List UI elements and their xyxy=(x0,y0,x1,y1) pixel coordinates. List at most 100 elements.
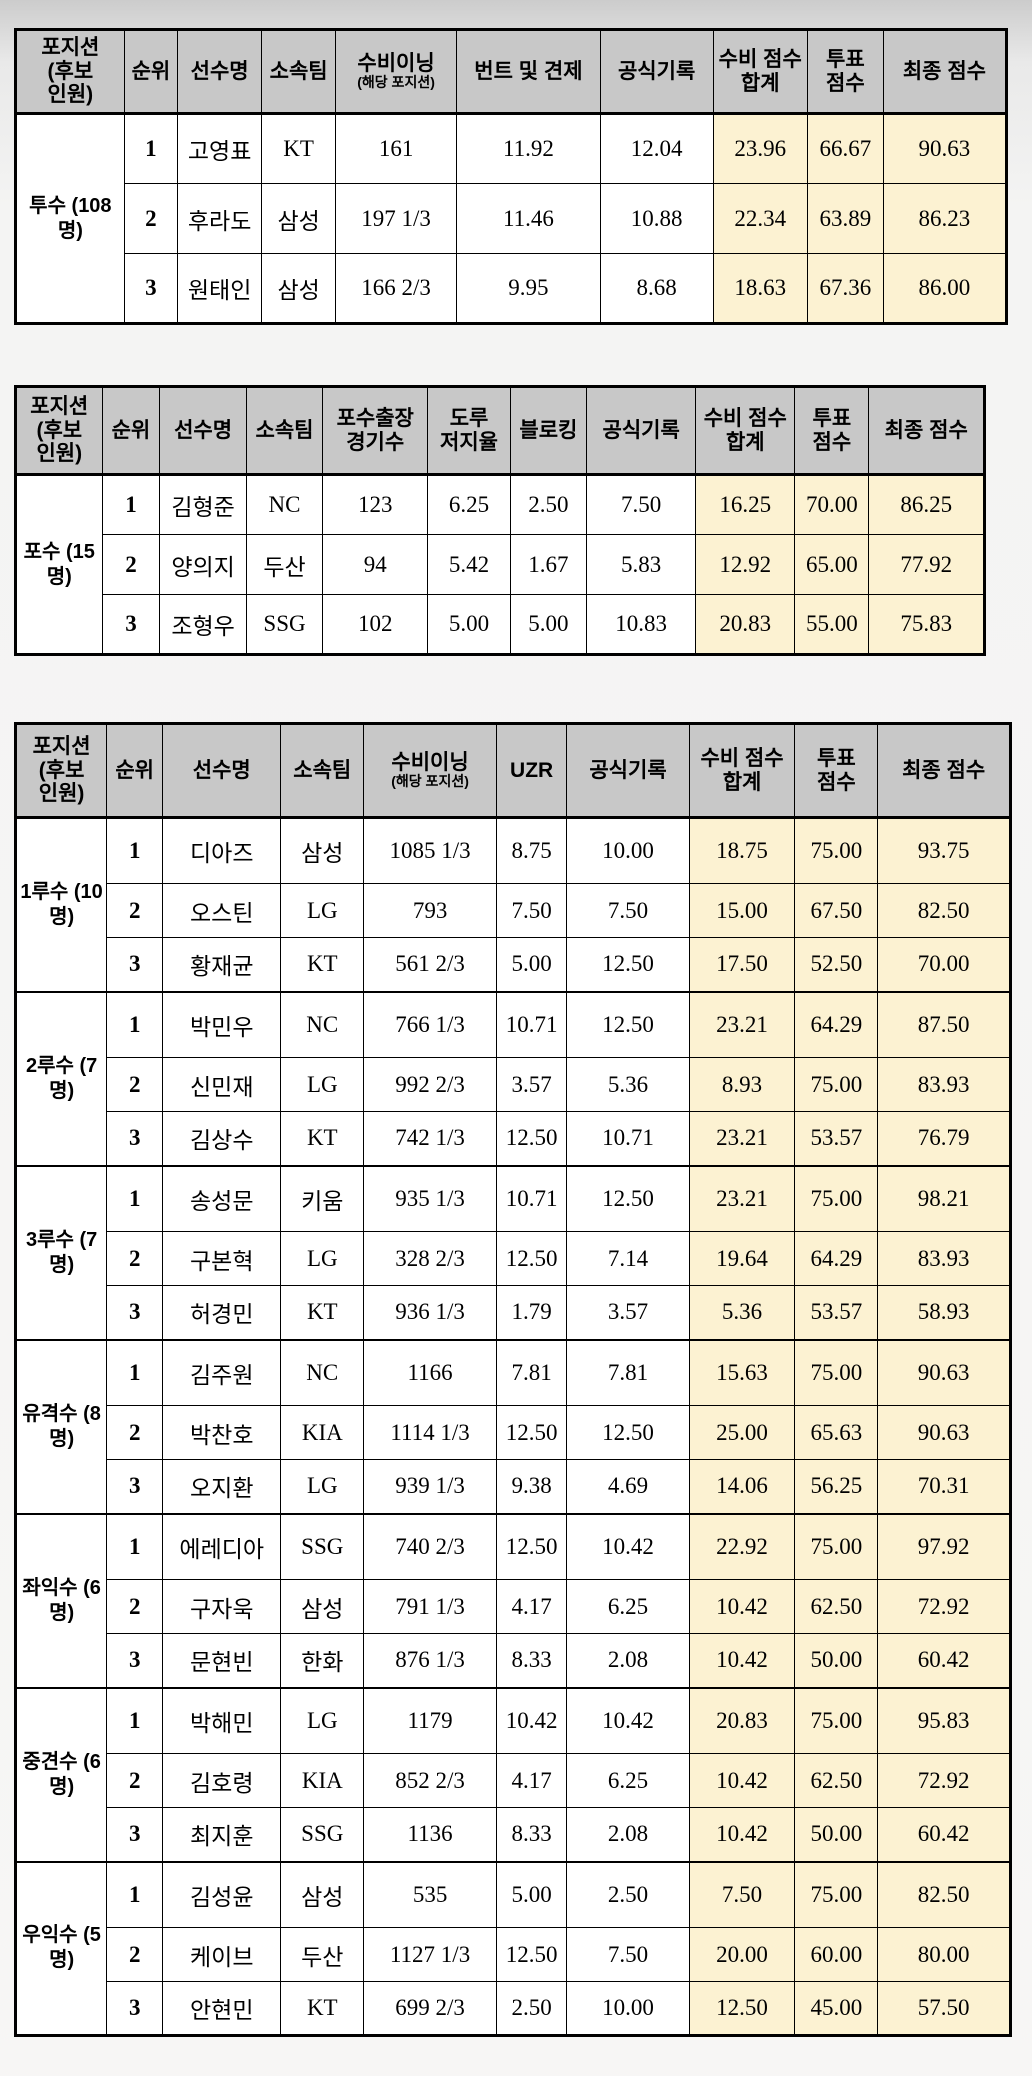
stat-cell: 3.57 xyxy=(566,1285,690,1340)
position-cell: 중견수 (6명) xyxy=(14,1687,108,1862)
stat-cell: 75.00 xyxy=(794,817,879,884)
stat-cell: 7.50 xyxy=(566,1927,690,1982)
player-name-cell: 최지훈 xyxy=(162,1807,282,1862)
stat-cell: 3.57 xyxy=(495,1057,568,1112)
column-header: 수비 점수 합계 xyxy=(688,723,796,819)
stat-cell: 55.00 xyxy=(794,594,870,655)
team-cell: 한화 xyxy=(280,1633,365,1688)
team-cell: NC xyxy=(280,991,365,1058)
stat-cell: 45.00 xyxy=(794,1981,879,2036)
team-cell: 삼성 xyxy=(280,817,365,884)
stat-cell: 18.63 xyxy=(712,253,808,324)
rank-cell: 3 xyxy=(106,1981,164,2036)
table-row: 2 후라도 삼성 197 1/3 11.46 10.88 22.34 63.89 86.23 xyxy=(16,183,1008,254)
position-group: 좌익수 (6명) 1 에레디아 SSG 740 2/3 12.50 10.42 22.92 75… xyxy=(14,1513,1011,1688)
stat-cell: 23.21 xyxy=(688,1111,796,1166)
stat-cell: 18.75 xyxy=(688,817,796,884)
stat-cell: 7.14 xyxy=(566,1231,690,1286)
page: 포지션 (후보 인원) 순위 선수명 소속팀 수비이닝 (해당 포지션) 번트 및 견제 공식기록… xyxy=(0,28,1032,2076)
stat-cell: 12.50 xyxy=(566,1165,690,1232)
column-header: 최종 점수 xyxy=(882,29,1008,115)
stat-cell: 72.92 xyxy=(877,1753,1011,1808)
player-name-cell: 신민재 xyxy=(162,1057,282,1112)
table-row: 2 오스틴 LG 793 7.50 7.50 15.00 67.50 82.50 xyxy=(16,883,1011,938)
rank-cell: 3 xyxy=(123,253,179,324)
column-header: 수비이닝 (해당 포지션) xyxy=(363,723,497,819)
stat-cell: 791 1/3 xyxy=(363,1579,497,1634)
table-row: 포수 (15명) 1 김형준 NC 123 6.25 2.50 7.50 16.25 70.00 8… xyxy=(15,474,985,655)
stat-cell: 10.71 xyxy=(566,1111,690,1166)
stat-cell: 64.29 xyxy=(794,1231,879,1286)
team-cell: LG xyxy=(280,1231,365,1286)
player-name-cell: 양의지 xyxy=(159,534,247,595)
rank-cell: 3 xyxy=(106,1459,164,1514)
player-name-cell: 문현빈 xyxy=(162,1633,282,1688)
team-cell: KT xyxy=(280,1111,365,1166)
stat-cell: 2.50 xyxy=(566,1861,690,1928)
header-row: 포지션 (후보 인원) 순위 선수명 소속팀 포수출장 경기수 도루 저지율 블로킹 공식기록 수비 점… xyxy=(15,386,985,476)
stat-cell: 12.92 xyxy=(695,534,796,595)
player-name-cell: 황재균 xyxy=(162,937,282,992)
stat-cell: 5.83 xyxy=(586,534,697,595)
rank-cell: 2 xyxy=(101,534,161,595)
player-name-cell: 김호령 xyxy=(162,1753,282,1808)
team-cell: LG xyxy=(280,1057,365,1112)
rank-cell: 1 xyxy=(101,474,161,535)
position-group: 중견수 (6명) 1 박해민 LG 1179 10.42 10.42 20.83 75.00 95… xyxy=(14,1687,1011,1862)
stat-cell: 8.75 xyxy=(495,817,568,884)
stat-cell: 94 xyxy=(322,534,429,595)
stat-cell: 12.50 xyxy=(566,937,690,992)
stat-cell: 12.50 xyxy=(495,1231,568,1286)
table-row: 3 황재균 KT 561 2/3 5.00 12.50 17.50 52.50 70.00 xyxy=(16,937,1011,992)
table-row: 3 김상수 KT 742 1/3 12.50 10.71 23.21 53.57 76.79 xyxy=(16,1111,1011,1166)
rank-cell: 1 xyxy=(106,1339,164,1406)
stat-cell: 535 xyxy=(363,1861,497,1928)
stat-cell: 7.81 xyxy=(566,1339,690,1406)
stat-cell: 75.00 xyxy=(794,1339,879,1406)
column-header: 소속팀 xyxy=(245,386,324,476)
stat-cell: 67.36 xyxy=(806,253,884,324)
player-name-cell: 송성문 xyxy=(162,1165,282,1232)
stat-cell: 70.00 xyxy=(877,937,1011,992)
stat-cell: 56.25 xyxy=(794,1459,879,1514)
rank-cell: 2 xyxy=(106,1057,164,1112)
table-row: 3 원태인 삼성 166 2/3 9.95 8.68 18.63 67.36 86.00 xyxy=(16,253,1008,324)
player-name-cell: 고영표 xyxy=(177,113,263,184)
column-header: 포지션 (후보 인원) xyxy=(15,386,103,476)
stat-cell: 10.00 xyxy=(566,1981,690,2036)
stat-cell: 86.25 xyxy=(868,474,985,535)
table-row: 3루수 (7명) 1 송성문 키움 935 1/3 10.71 12.50 23.21 75.0… xyxy=(14,1165,1011,1340)
stat-cell: 2.08 xyxy=(566,1807,690,1862)
stat-cell: 10.42 xyxy=(566,1513,690,1580)
table-row: 3 최지훈 SSG 1136 8.33 2.08 10.42 50.00 60.42 xyxy=(16,1807,1011,1862)
team-cell: NC xyxy=(245,474,324,535)
stat-cell: 740 2/3 xyxy=(363,1513,497,1580)
team-cell: 삼성 xyxy=(280,1861,365,1928)
table-row: 유격수 (8명) 1 김주원 NC 1166 7.81 7.81 15.63 75.00 90.6… xyxy=(14,1339,1011,1514)
stat-cell: 5.36 xyxy=(566,1057,690,1112)
stat-cell: 60.00 xyxy=(794,1927,879,1982)
rank-cell: 1 xyxy=(106,991,164,1058)
table-row: 좌익수 (6명) 1 에레디아 SSG 740 2/3 12.50 10.42 22.92 75… xyxy=(14,1513,1011,1688)
position-group: 1루수 (10명) 1 디아즈 삼성 1085 1/3 8.75 10.00 18.75 75.… xyxy=(14,817,1011,992)
stat-cell: 20.83 xyxy=(688,1687,796,1754)
rank-cell: 2 xyxy=(106,1405,164,1460)
player-name-cell: 후라도 xyxy=(177,183,263,254)
stat-cell: 1136 xyxy=(363,1807,497,1862)
stat-cell: 6.25 xyxy=(566,1753,690,1808)
header-row: 포지션 (후보 인원) 순위 선수명 소속팀 수비이닝 (해당 포지션) 번트 및 견제 공식기록… xyxy=(15,29,1008,115)
column-header: 도루 저지율 xyxy=(427,386,511,476)
stat-cell: 23.21 xyxy=(688,1165,796,1232)
stat-cell: 20.00 xyxy=(688,1927,796,1982)
column-header: 선수명 xyxy=(159,386,247,476)
stat-cell: 10.71 xyxy=(495,1165,568,1232)
stat-cell: 12.50 xyxy=(566,991,690,1058)
rank-cell: 2 xyxy=(106,1753,164,1808)
stat-cell: 935 1/3 xyxy=(363,1165,497,1232)
stat-cell: 10.42 xyxy=(566,1687,690,1754)
stat-cell: 11.46 xyxy=(456,183,601,254)
player-name-cell: 김주원 xyxy=(162,1339,282,1406)
stat-cell: 16.25 xyxy=(695,474,796,535)
stat-cell: 102 xyxy=(322,594,429,655)
stat-cell: 20.83 xyxy=(695,594,796,655)
